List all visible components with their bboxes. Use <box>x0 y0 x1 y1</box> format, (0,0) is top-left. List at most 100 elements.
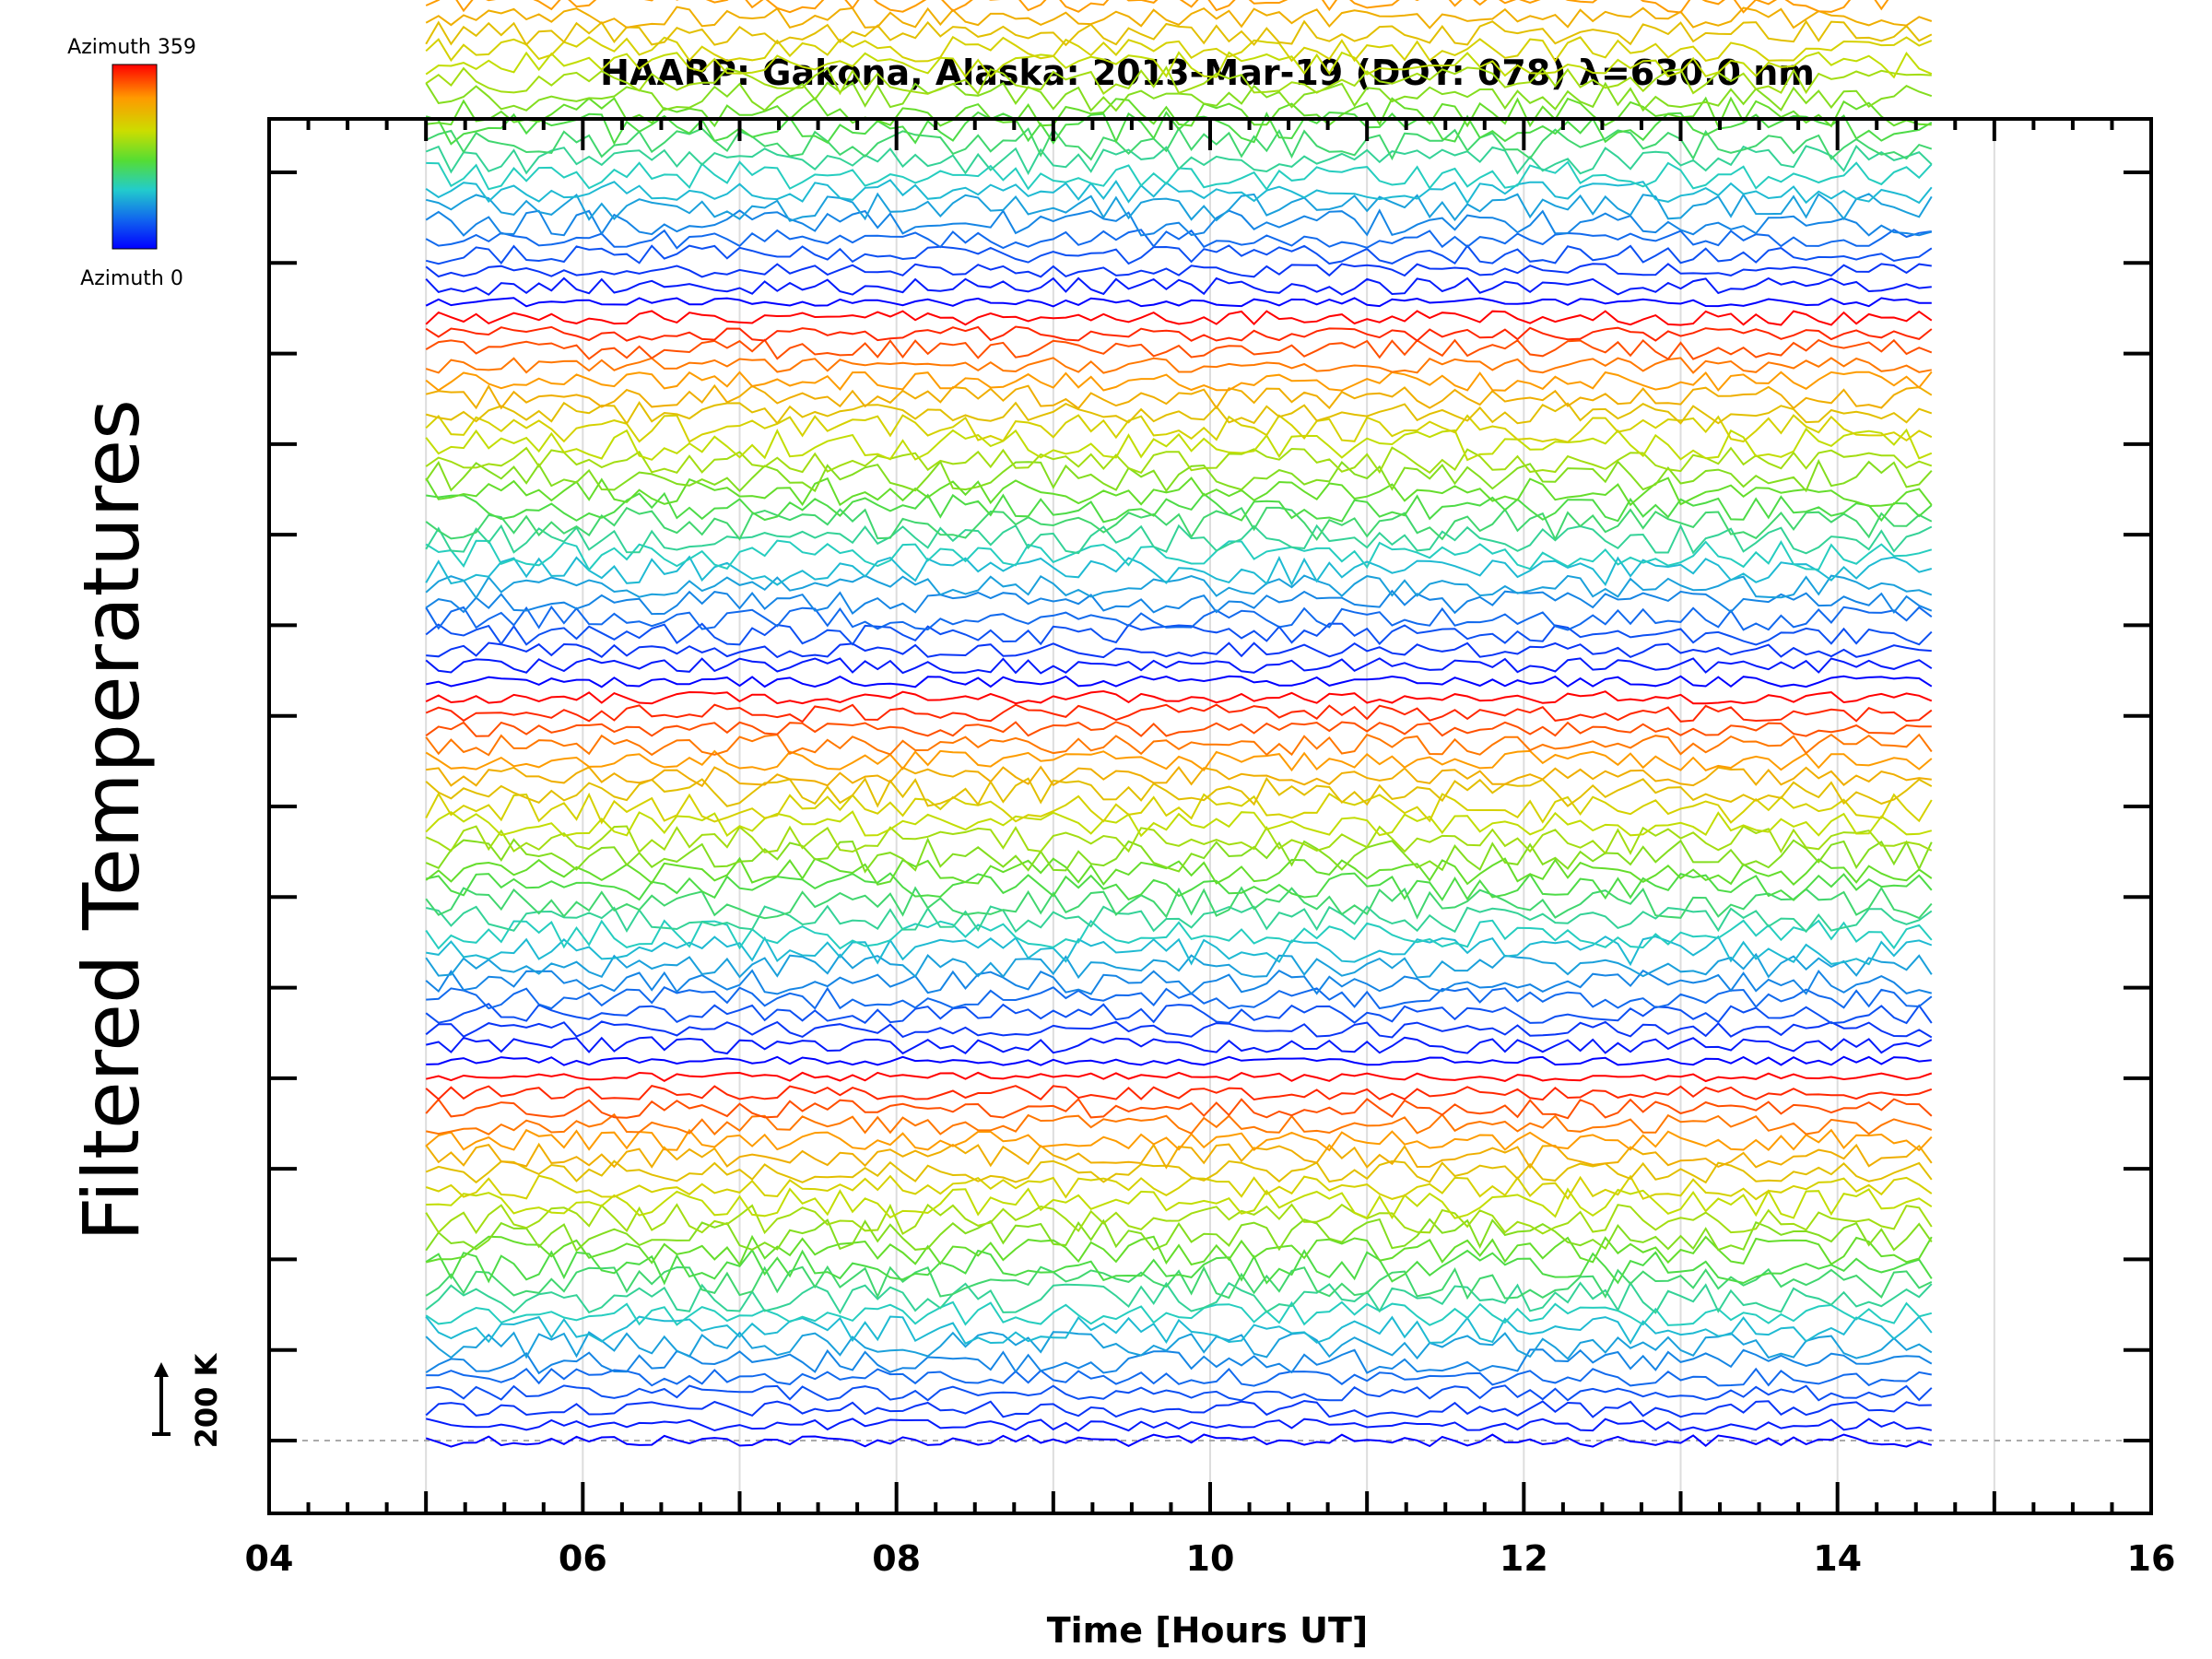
trace-line <box>425 1433 1933 1448</box>
trace-line <box>425 144 1933 176</box>
trace-line <box>425 371 1933 392</box>
scale-bar-label: 200 K <box>189 1352 224 1448</box>
trace-line <box>425 872 1933 902</box>
trace-line <box>425 952 1933 980</box>
trace-line <box>425 776 1933 808</box>
scale-bar-arrowhead <box>154 1362 169 1377</box>
trace-line <box>426 1055 1932 1066</box>
trace-line <box>425 297 1932 308</box>
trace-line <box>425 904 1933 934</box>
trace-line <box>425 1281 1933 1315</box>
trace-line <box>426 675 1933 688</box>
trace-line <box>425 126 1933 161</box>
trace-line <box>425 477 1933 508</box>
trace-line <box>425 539 1933 571</box>
trace-line <box>425 111 1933 146</box>
trace-line <box>425 19 1933 47</box>
trace-line <box>425 622 1933 646</box>
trace-line <box>425 325 1933 342</box>
trace-line <box>425 792 1933 825</box>
colorbar: Azimuth 359 Azimuth 0 <box>67 36 196 290</box>
trace-line <box>425 1128 1933 1152</box>
trace-line <box>425 338 1933 360</box>
trace-line <box>425 555 1933 587</box>
x-tick-label: 08 <box>872 1538 921 1579</box>
trace-line <box>425 35 1933 63</box>
trace-line <box>425 969 1933 995</box>
trace-line <box>425 414 1933 443</box>
trace-line <box>425 1203 1933 1236</box>
trace-line <box>425 1020 1933 1039</box>
trace-line <box>425 446 1933 475</box>
trace-line <box>426 1384 1933 1402</box>
trace-line <box>425 605 1933 631</box>
trace-line <box>425 689 1933 705</box>
x-tick-label: 16 <box>2127 1538 2176 1579</box>
trace-line <box>426 985 1933 1010</box>
x-tick-label: 12 <box>1500 1538 1548 1579</box>
trace-line <box>425 1399 1932 1418</box>
trace-line <box>425 749 1933 772</box>
x-axis-label: Time [Hours UT] <box>1047 1610 1369 1651</box>
trace-line <box>425 1174 1933 1201</box>
x-tick-label: 14 <box>1813 1538 1862 1579</box>
trace-line <box>425 1331 1933 1360</box>
trace-line <box>425 506 1933 542</box>
grid <box>269 119 2151 1513</box>
x-tick-label: 04 <box>245 1538 294 1579</box>
colorbar-gradient <box>112 64 158 250</box>
scale-bar: 200 K <box>152 1352 224 1448</box>
trace-line <box>425 856 1933 887</box>
trace-line <box>425 810 1933 838</box>
trace-line <box>425 192 1933 222</box>
trace-line <box>425 179 1933 206</box>
trace-line <box>426 935 1933 967</box>
trace-line <box>425 310 1933 326</box>
trace-line <box>425 1218 1933 1253</box>
trace-line <box>425 703 1933 724</box>
trace-line <box>425 0 1889 14</box>
traces <box>425 0 1933 1448</box>
trace-line <box>425 357 1932 374</box>
trace-line <box>425 1418 1933 1432</box>
colorbar-top-label: Azimuth 359 <box>67 36 196 59</box>
trace-line <box>425 1248 1933 1286</box>
trace-line <box>425 1097 1933 1120</box>
colorbar-bottom-label: Azimuth 0 <box>80 267 183 290</box>
trace-line <box>425 825 1933 855</box>
trace-line <box>425 589 1933 616</box>
trace-line <box>425 1084 1933 1101</box>
trace-line <box>425 427 1933 462</box>
trace-line <box>425 919 1933 950</box>
trace-line <box>425 51 1933 79</box>
trace-line <box>426 160 1933 192</box>
trace-line <box>425 276 1932 296</box>
trace-line <box>425 721 1932 737</box>
x-tick-label: 10 <box>1186 1538 1235 1579</box>
trace-line <box>425 657 1933 675</box>
y-axis-label: Filtered Temperatures <box>66 399 157 1241</box>
trace-line <box>425 1234 1933 1267</box>
y-ticks <box>269 171 2151 1442</box>
trace-line <box>425 6 1933 29</box>
trace-line <box>425 1036 1933 1055</box>
trace-line <box>425 1002 1933 1025</box>
trace-line <box>426 1187 1933 1220</box>
trace-line <box>425 383 1933 410</box>
trace-line <box>426 641 1932 659</box>
trace-line <box>425 458 1933 493</box>
trace-line <box>425 574 1933 600</box>
trace-line <box>426 491 1933 524</box>
trace-line <box>426 765 1932 788</box>
x-ticks <box>267 119 2153 1513</box>
x-tick-label: 06 <box>559 1538 607 1579</box>
trace-line <box>425 837 1933 874</box>
trace-line <box>425 1315 1933 1345</box>
trace-line <box>425 65 1932 96</box>
trace-line <box>425 1300 1933 1326</box>
trace-line <box>426 1367 1932 1387</box>
trace-line <box>425 263 1932 278</box>
trace-line <box>425 229 1932 250</box>
trace-line <box>425 886 1933 920</box>
